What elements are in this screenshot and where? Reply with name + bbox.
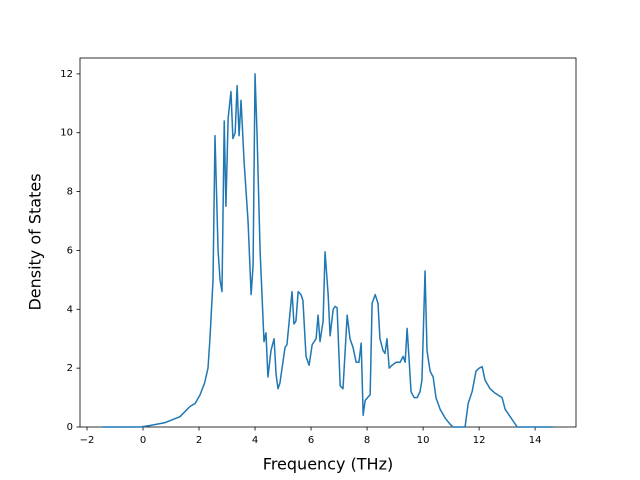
data-line xyxy=(102,73,554,428)
x-tick-label: 8 xyxy=(364,435,370,446)
x-tick-label: 0 xyxy=(140,435,146,446)
y-axis-label: Density of States xyxy=(26,173,45,310)
y-tick-label: 6 xyxy=(67,245,73,256)
x-tick-label: 14 xyxy=(529,435,542,446)
y-tick-label: 4 xyxy=(67,304,73,315)
x-tick-label: 10 xyxy=(417,435,430,446)
y-tick-label: 2 xyxy=(67,363,73,374)
y-tick-label: 12 xyxy=(60,69,73,80)
x-tick-label: 6 xyxy=(308,435,314,446)
x-tick-label: −2 xyxy=(80,435,95,446)
y-tick-label: 0 xyxy=(67,422,73,433)
x-axis-label: Frequency (THz) xyxy=(263,455,393,474)
x-tick-label: 2 xyxy=(196,435,202,446)
y-tick-label: 10 xyxy=(60,128,73,139)
x-tick-label: 4 xyxy=(252,435,258,446)
x-tick-label: 12 xyxy=(473,435,486,446)
plot-frame xyxy=(79,57,577,428)
y-tick-label: 8 xyxy=(67,187,73,198)
